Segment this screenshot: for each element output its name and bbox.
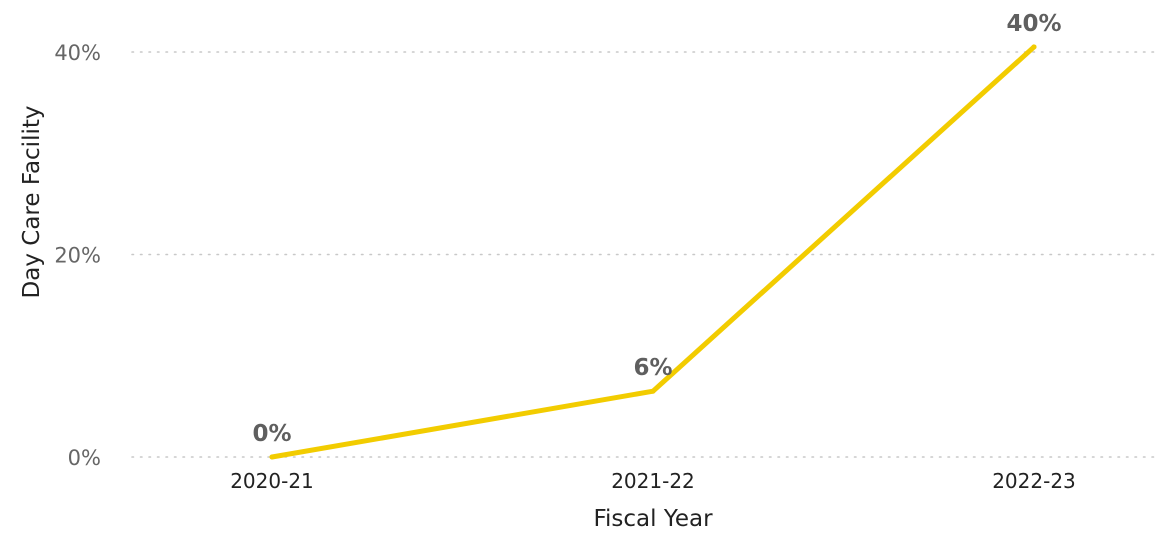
y-axis-ticks: 0% 20% 40% <box>54 41 101 470</box>
x-tick-label: 2021-22 <box>611 469 695 493</box>
data-label: 40% <box>1006 11 1061 37</box>
y-tick-label: 20% <box>54 244 101 268</box>
data-label: 6% <box>633 355 672 381</box>
y-tick-label: 40% <box>54 41 101 65</box>
data-point <box>269 454 275 460</box>
data-point <box>650 388 656 394</box>
y-axis-title: Day Care Facility <box>19 106 45 299</box>
y-tick-label: 0% <box>68 446 101 470</box>
x-tick-label: 2022-23 <box>992 469 1076 493</box>
x-axis-ticks: 2020-21 2021-22 2022-23 <box>230 469 1076 493</box>
data-labels: 0% 6% 40% <box>252 11 1061 447</box>
gridlines <box>131 51 1161 458</box>
x-axis-title: Fiscal Year <box>593 506 713 532</box>
x-tick-label: 2020-21 <box>230 469 314 493</box>
data-point <box>1031 44 1037 50</box>
series-line <box>269 44 1037 460</box>
series-layer <box>269 44 1037 460</box>
data-label: 0% <box>252 421 291 447</box>
